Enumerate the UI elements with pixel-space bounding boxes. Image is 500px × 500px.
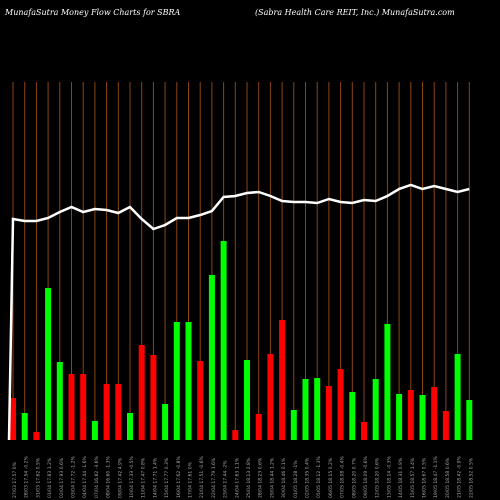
money-flow-bar (419, 395, 426, 440)
x-tick-label: 21/05 18.42 -0.9% (457, 456, 463, 498)
x-tick-label: 14/04 17.71 1.4% (152, 457, 158, 498)
money-flow-bar (290, 410, 297, 440)
x-tick-label: 24/04 17.63 1.1% (234, 457, 240, 498)
money-flow-bar (150, 355, 157, 440)
x-tick-label: 22/04 17.79 1.6% (211, 457, 217, 498)
x-tick-label: 08/05 18.20 0.7% (351, 457, 357, 498)
price-line (7, 183, 470, 441)
money-flow-bars (10, 241, 473, 440)
x-tick-label: 11/04 17.47 0.8% (141, 457, 147, 498)
x-tick-label: 07/05 18.08 -0.4% (340, 456, 346, 498)
x-tick-label: 17/04 17.61 0% (188, 461, 194, 498)
x-tick-label: 14/05 18.31 0.9% (398, 457, 404, 498)
chart-subtitle: (Sabra Health Care REIT, Inc.) MunafaSut… (255, 8, 455, 17)
x-tick-label: 03/04 17.72 -1.2% (71, 456, 77, 498)
x-tick-label: 12/05 18.20 0.6% (375, 457, 381, 498)
money-flow-bar (80, 374, 87, 440)
money-flow-bar (10, 398, 16, 440)
money-flow-bar (220, 241, 227, 440)
x-tick-label: 05/05 18.12 -1.3% (316, 456, 322, 498)
chart-title: MunafaSutra Money Flow Charts for SBRA (5, 8, 181, 17)
money-flow-bar (162, 404, 169, 440)
money-flow-bar (127, 413, 133, 440)
x-tick-label: 21/04 17.51 -0.6% (199, 456, 205, 498)
x-tick-label: 02/05 18.35 0.4% (305, 457, 311, 498)
money-flow-bar (244, 360, 250, 440)
x-tick-label: 04/04 17.44 -1.6% (82, 456, 88, 498)
x-tick-label: 28/03 17.54 -0.2% (24, 456, 30, 498)
money-flow-bar (267, 354, 274, 440)
x-tick-label: 30/04 18.46 0.1% (281, 457, 287, 498)
money-flow-bar (302, 379, 309, 440)
money-flow-bar (197, 361, 204, 440)
money-flow-bar (103, 384, 110, 440)
money-flow-bar (56, 362, 63, 440)
money-flow-bar (115, 384, 122, 440)
x-tick-label: 16/04 17.62 -0.8% (176, 456, 182, 498)
x-tick-label: 02/04 17.93 0.6% (59, 457, 65, 498)
x-tick-label: 01/05 18.28 -1% (293, 460, 299, 498)
money-flow-bar (407, 390, 414, 440)
money-flow-bar (396, 394, 403, 440)
money-flow-bar (21, 413, 28, 440)
money-flow-bar (454, 354, 461, 440)
money-flow-bar (33, 432, 40, 440)
x-tick-label: 16/05 18.67 0.5% (422, 457, 428, 498)
money-flow-bar (255, 414, 262, 440)
x-tick-label: 15/05 18.57 1.4% (410, 457, 416, 498)
money-flow-bar (185, 322, 192, 440)
x-tick-label: 22/05 18.52 0.5% (468, 457, 474, 498)
x-tick-label: 19/05 18.47 -1.1% (433, 456, 439, 498)
money-flow-bar (349, 392, 356, 440)
money-flow-bar (68, 374, 75, 440)
x-tick-label: 13/05 18.14 -0.3% (386, 456, 392, 498)
money-flow-bar (138, 345, 145, 440)
x-tick-label: 08/04 16.60 -1.3% (106, 456, 112, 498)
money-flow-bar (372, 379, 379, 440)
x-tick-label: 28/04 18.23 0.6% (258, 457, 264, 498)
money-flow-bar (208, 275, 215, 440)
money-flow-bar (442, 411, 449, 440)
money-flow-bar (173, 322, 180, 440)
money-flow-bar (91, 421, 98, 440)
x-tick-label: 09/04 17.42 4.9% (117, 457, 123, 498)
money-flow-bar (314, 378, 321, 440)
x-tick-label: 23/04 17.44 -2% (223, 460, 229, 498)
x-tick-label: 01/04 17.83 1.2% (47, 457, 53, 498)
money-flow-bar (337, 369, 344, 440)
x-tick-label: 29/04 18.44 1.2% (269, 457, 275, 498)
x-tick-label: 20/05 18.58 0.6% (445, 457, 451, 498)
x-tick-label: 09/05 18.09 -0.6% (363, 456, 369, 498)
money-flow-bar (361, 422, 367, 440)
x-tick-label: 25/04 18.13 2.8% (246, 457, 252, 498)
x-tick-label: 07/04 16.82 -3.6% (94, 456, 100, 498)
x-tick-label: 31/03 17.62 0.5% (35, 457, 41, 498)
money-flow-bar (232, 430, 239, 440)
money-flow-bar (279, 320, 286, 440)
money-flow-bar (45, 288, 52, 440)
x-tick-label: 10/04 17.33 -0.5% (129, 456, 135, 498)
money-flow-bar (384, 324, 391, 440)
x-tick-label: 06/05 18.15 0.2% (328, 457, 334, 498)
money-flow-bar (466, 400, 473, 440)
money-flow-bar (325, 386, 332, 440)
x-tick-labels: 27/03 17.57 0% 28/03 17.54 -0.2% 31/03 17.… (12, 456, 474, 498)
x-tick-label: 27/03 17.57 0% (12, 461, 18, 498)
x-tick-label: 15/04 17.77 0.3% (164, 457, 170, 498)
money-flow-bar (431, 387, 438, 440)
